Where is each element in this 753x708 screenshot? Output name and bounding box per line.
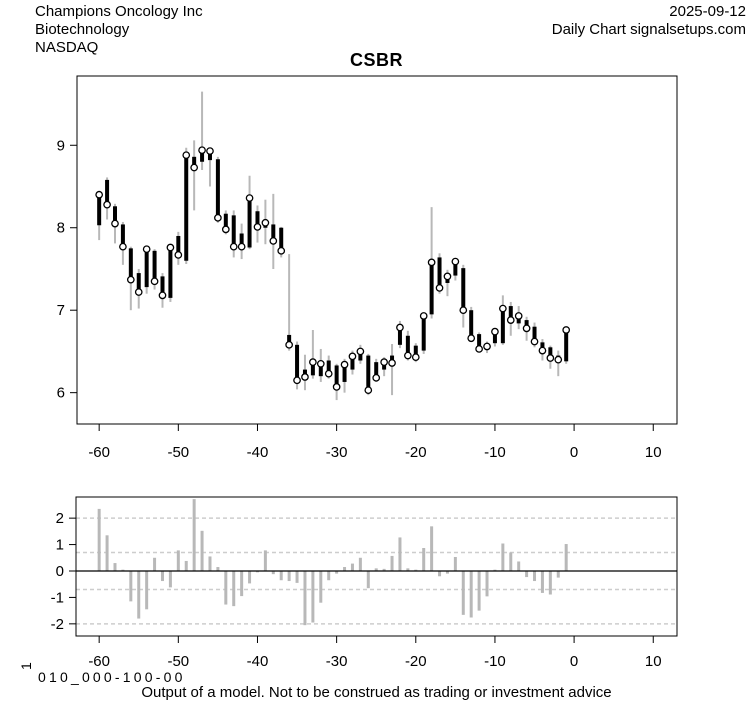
company-name: Champions Oncology Inc — [35, 3, 203, 20]
svg-text:-30: -30 — [326, 444, 348, 461]
sector-name: Biotechnology — [35, 21, 130, 38]
exchange-name: NASDAQ — [35, 39, 99, 56]
svg-text:9: 9 — [57, 137, 65, 154]
disclaimer-text: Output of a model. Not to be construed a… — [141, 684, 612, 701]
svg-text:-60: -60 — [88, 444, 110, 461]
svg-text:-60: -60 — [88, 653, 110, 670]
svg-text:6: 6 — [57, 385, 65, 402]
svg-text:-20: -20 — [405, 444, 427, 461]
svg-text:-20: -20 — [405, 653, 427, 670]
svg-text:-50: -50 — [167, 444, 189, 461]
svg-text:-40: -40 — [247, 444, 269, 461]
model-id-label: 010_000-100-00 — [38, 669, 186, 685]
svg-text:1: 1 — [56, 537, 64, 554]
header-left: Champions Oncology Inc Biotechnology NAS… — [35, 3, 203, 57]
svg-text:2: 2 — [56, 510, 64, 527]
svg-text:-50: -50 — [167, 653, 189, 670]
svg-text:-2: -2 — [51, 616, 64, 633]
svg-text:-30: -30 — [326, 653, 348, 670]
panel-axis-label: 1 — [18, 662, 34, 670]
svg-text:-10: -10 — [484, 444, 506, 461]
svg-text:8: 8 — [57, 220, 65, 237]
ticker-title: CSBR — [349, 50, 403, 70]
svg-text:-1: -1 — [51, 589, 64, 606]
header-right: 2025-09-12 Daily Chart signalsetups.com — [552, 3, 746, 39]
svg-text:-40: -40 — [247, 653, 269, 670]
svg-text:0: 0 — [570, 653, 578, 670]
svg-text:10: 10 — [645, 444, 662, 461]
chart-info: Daily Chart signalsetups.com — [551, 21, 746, 38]
svg-text:0: 0 — [570, 444, 578, 461]
chart-date: 2025-09-12 — [669, 3, 746, 20]
svg-text:0: 0 — [56, 563, 64, 580]
svg-text:10: 10 — [645, 653, 662, 670]
svg-text:-10: -10 — [484, 653, 506, 670]
svg-text:7: 7 — [57, 302, 65, 319]
